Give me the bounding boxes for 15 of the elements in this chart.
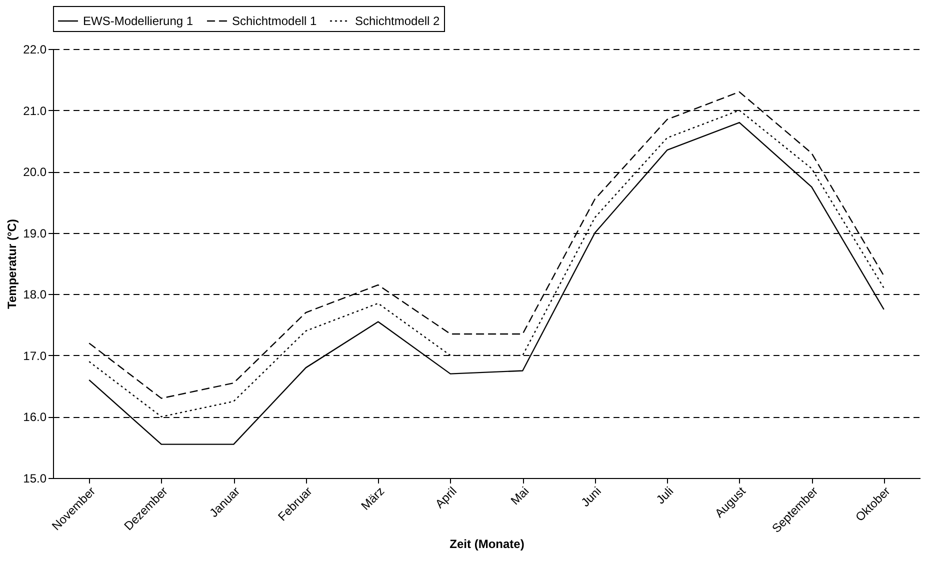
x-tick-label: Juli — [653, 484, 676, 507]
y-axis-title: Temperatur (°C) — [5, 219, 20, 309]
legend-label: EWS-Modellierung 1 — [83, 14, 194, 28]
y-tick-label: 15.0 — [23, 472, 47, 486]
y-tick-label: 18.0 — [23, 288, 47, 302]
y-tick-label: 19.0 — [23, 226, 47, 240]
y-tick-label: 17.0 — [23, 348, 47, 363]
y-tick-label: 20.0 — [23, 165, 47, 180]
y-tick-label: 21.0 — [23, 104, 47, 118]
legend-label: Schichtmodell 2 — [355, 14, 440, 28]
y-tick-label: 22.0 — [23, 42, 47, 56]
x-axis-title: Zeit (Monate) — [450, 536, 524, 551]
y-tick-label: 16.0 — [23, 410, 47, 424]
x-tick-label: Mai — [508, 484, 532, 508]
legend-label: Schichtmodell 1 — [232, 14, 318, 28]
